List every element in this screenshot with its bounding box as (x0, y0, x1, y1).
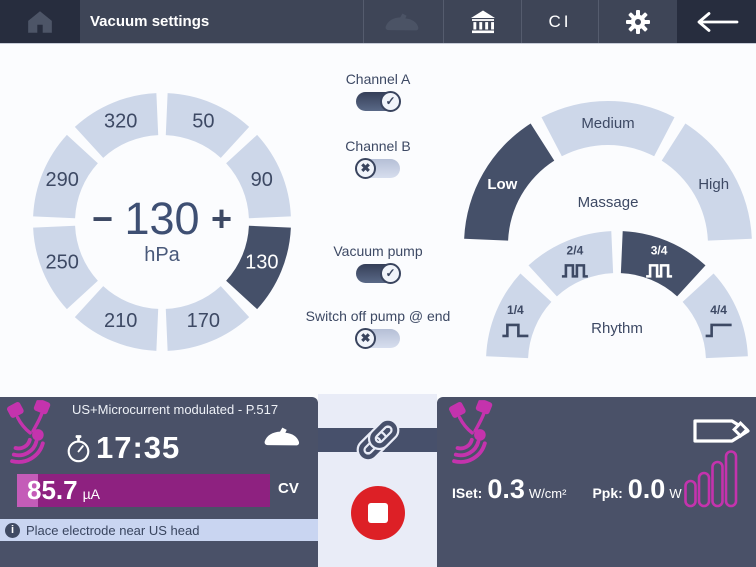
pressure-value: 130 (124, 193, 200, 244)
toggle-knob: ✓ (380, 263, 401, 284)
dial-segment-250[interactable] (33, 225, 98, 310)
ci-button[interactable]: CI (521, 0, 598, 43)
progress-fill (17, 474, 38, 507)
hint-bar: i Place electrode near US head (0, 519, 318, 541)
stop-icon (368, 503, 388, 523)
svg-text:1/4: 1/4 (507, 303, 524, 317)
pressure-increase-button[interactable]: + (210, 198, 232, 239)
settings-button[interactable] (598, 0, 677, 43)
rhythm-title: Rhythm (591, 320, 643, 337)
toggle-channel-a: Channel A ✓ (278, 71, 478, 112)
gear-icon (626, 9, 650, 34)
therapy-icon (448, 400, 506, 464)
toggle-vacuum-pump: Vacuum pump ✓ (278, 243, 478, 284)
therapy-icon (6, 400, 64, 464)
massage-option-medium[interactable] (541, 101, 675, 157)
channel-a-panel: US+Microcurrent modulated - P.517 17:35 … (0, 397, 318, 567)
home-button[interactable] (0, 0, 80, 43)
dial-segment-320[interactable] (74, 93, 159, 158)
back-button[interactable] (677, 0, 756, 43)
toggle-knob: ✓ (380, 91, 401, 112)
toggle-switch[interactable]: ✓ (356, 263, 401, 284)
toggle-channel-b: Channel B ✖ (278, 138, 478, 179)
applicator-arrow-icon (693, 419, 750, 443)
stopwatch-icon (67, 435, 90, 463)
toggle-label: Vacuum pump (333, 243, 423, 259)
program-name: US+Microcurrent modulated - P.517 (72, 402, 279, 417)
dial-segment-90[interactable] (226, 134, 291, 219)
us-head-icon (264, 424, 304, 448)
toggle-knob: ✖ (355, 328, 376, 349)
ppk-label: Ppk: (592, 485, 623, 501)
rhythm-option-glyph: 4/4 (705, 303, 732, 338)
page-title: Vacuum settings (80, 0, 363, 43)
dial-center: − 130 + hPa (92, 196, 232, 267)
ultrasound-values: ISet: 0.3 W/cm² Ppk: 0.0 W (452, 474, 682, 508)
iset-value: 0.3 (487, 474, 525, 504)
iset-unit: W/cm² (528, 486, 567, 501)
current-progress-bar: 85.7 µA (17, 474, 270, 507)
ultrasound-panel: ISet: 0.3 W/cm² Ppk: 0.0 W (437, 397, 756, 567)
rhythm-option-glyph: 3/4 (646, 243, 673, 278)
toggle-label: Channel A (345, 71, 411, 87)
rhythm-option-2-4[interactable] (528, 231, 614, 297)
toggle-label: Switch off pump @ end (305, 308, 451, 324)
bank-icon (470, 10, 495, 34)
ppk-unit: W (669, 486, 682, 501)
pressure-decrease-button[interactable]: − (92, 198, 114, 239)
toggle-label: Channel B (345, 138, 411, 154)
home-icon (28, 10, 52, 33)
remaining-time: 17:35 (96, 430, 181, 465)
us-head-button[interactable] (363, 0, 443, 43)
top-bar: Vacuum settings CI (0, 0, 756, 43)
ci-label: CI (548, 11, 572, 31)
massage-title: Massage (578, 194, 639, 211)
current-unit: µA (82, 486, 101, 502)
dial-segment-130[interactable] (226, 225, 291, 310)
hint-text: Place electrode near US head (26, 522, 200, 538)
iset-label: ISet: (452, 485, 483, 501)
rhythm-option-glyph: 2/4 (561, 243, 588, 278)
page-title-text: Vacuum settings (90, 13, 210, 30)
toggle-knob: ✖ (355, 158, 376, 179)
svg-text:4/4: 4/4 (710, 303, 727, 317)
dial-segment-210[interactable] (74, 286, 159, 351)
rhythm-option-4-4[interactable] (682, 273, 748, 359)
link-icon (356, 418, 400, 462)
intensity-bars-icon (684, 450, 738, 508)
toggle-switch-off-pump: Switch off pump @ end ✖ (278, 308, 478, 349)
back-arrow-icon (697, 11, 738, 32)
library-button[interactable] (443, 0, 521, 43)
rhythm-arc: 1/4 2/4 3/4 4/4 Rhythm (486, 231, 748, 359)
toggle-switch[interactable]: ✖ (355, 328, 400, 349)
dial-segment-170[interactable] (165, 286, 250, 351)
rhythm-option-glyph: 1/4 (502, 303, 529, 338)
stop-button[interactable] (351, 486, 405, 540)
svg-text:3/4: 3/4 (651, 243, 668, 257)
massage-option-high[interactable] (661, 123, 752, 241)
dial-segment-50[interactable] (165, 93, 250, 158)
cv-mode-label: CV (278, 480, 299, 497)
pressure-unit: hPa (144, 244, 180, 266)
massage-option-low[interactable] (464, 123, 555, 241)
us-head-dim-icon (385, 10, 423, 33)
svg-text:2/4: 2/4 (567, 243, 584, 257)
ppk-value: 0.0 (627, 474, 666, 504)
dial-segment-290[interactable] (33, 134, 98, 219)
toggle-switch[interactable]: ✓ (356, 91, 401, 112)
info-icon: i (5, 522, 20, 538)
current-value: 85.7 (27, 475, 78, 505)
toggle-switch[interactable]: ✖ (355, 158, 400, 179)
rhythm-option-3-4[interactable] (620, 231, 706, 297)
